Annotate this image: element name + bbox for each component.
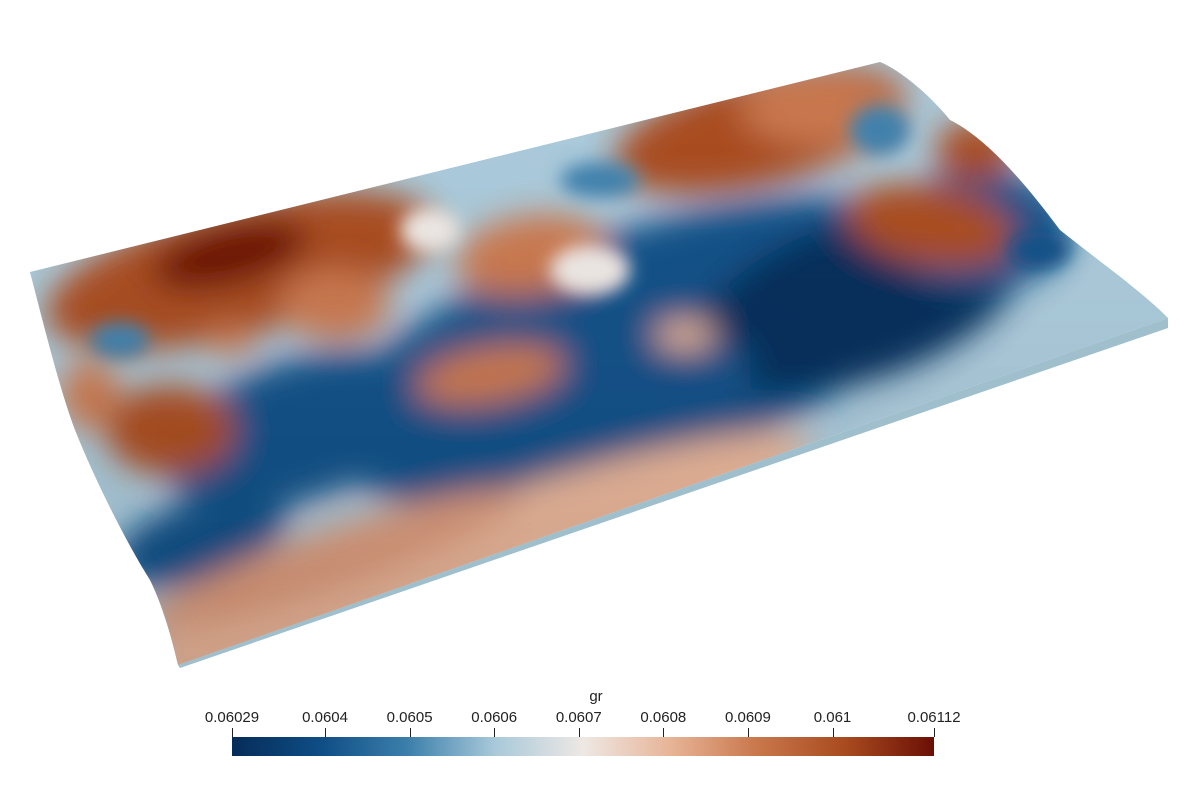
colorbar-title: gr [589, 688, 603, 705]
colorbar-tick-label: 0.0607 [555, 709, 602, 726]
colorbar-tick-label: 0.0609 [724, 709, 771, 726]
colorbar-tick-mark [579, 728, 580, 737]
colorbar-tick-mark [325, 728, 326, 737]
colorbar-tick-label: 0.0608 [640, 709, 687, 726]
surface-plot [30, 62, 1168, 668]
colorbar-gradient [232, 737, 934, 756]
colorbar-tick-label: 0.06029 [204, 709, 260, 726]
colorbar-tick-label: 0.06112 [907, 709, 961, 726]
colorbar-tick-mark [934, 728, 935, 737]
colorbar-tick-label: 0.0604 [302, 709, 348, 726]
colorbar-tick-mark [663, 728, 664, 737]
colorbar-tick-mark [494, 728, 495, 737]
color-legend: gr 0.06029 0.0604 0.0605 0.0606 0.0607 0.0608… [0, 680, 1192, 802]
colorbar-tick-mark [232, 728, 233, 737]
colorbar-tick-mark [748, 728, 749, 737]
colorbar-tick-label: 0.061 [813, 709, 852, 726]
colorbar-tick-mark [833, 728, 834, 737]
colorbar-tick-mark [410, 728, 411, 737]
surface-field [30, 62, 1168, 665]
colorbar-tick-label: 0.0606 [471, 709, 518, 726]
surface-side-wall [178, 318, 1168, 668]
colorbar-tick-label: 0.0605 [386, 709, 433, 726]
3d-render-viewport[interactable] [0, 0, 1192, 680]
